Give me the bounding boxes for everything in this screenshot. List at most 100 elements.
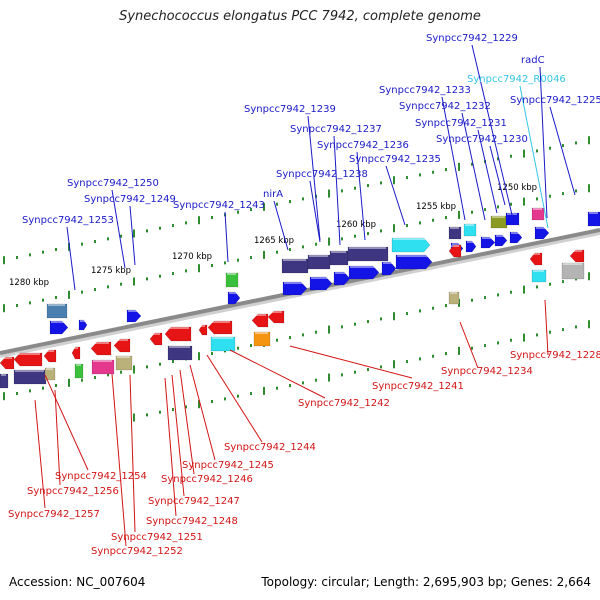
- gene-feature: [74, 363, 84, 379]
- tick-mark: [510, 290, 512, 294]
- tick-mark: [172, 408, 174, 412]
- tick-mark: [328, 237, 330, 246]
- tick-mark: [367, 368, 369, 372]
- gene-feature: [448, 291, 460, 305]
- tick-mark: [107, 237, 109, 241]
- gene-feature-shape: [251, 313, 269, 328]
- tick-mark: [250, 392, 252, 396]
- gene-feature-shape: [463, 223, 477, 237]
- gene-feature-shape: [531, 269, 547, 283]
- gene-feature: [115, 355, 133, 371]
- gene-feature: [78, 319, 88, 331]
- tick-mark: [432, 218, 434, 222]
- gene-feature-shape: [465, 240, 477, 253]
- gene-feature-shape: [115, 355, 133, 371]
- gene-feature-shape: [569, 249, 585, 263]
- tick-mark: [276, 386, 278, 390]
- label-leader: [519, 85, 549, 229]
- tick-mark: [445, 216, 447, 220]
- tick-mark: [172, 272, 174, 276]
- tick-mark: [315, 378, 317, 382]
- gene-label: Synpcc7942_1247: [148, 496, 240, 507]
- tick-mark: [29, 389, 31, 393]
- label-leader: [229, 349, 326, 399]
- gene-labels: Synpcc7942_1229radCSynpcc7942_R0046Synpc…: [8, 33, 600, 557]
- tick-mark: [354, 322, 356, 326]
- tick-mark: [419, 173, 421, 177]
- gene-feature-shape: [448, 244, 462, 258]
- gene-feature-shape: [529, 252, 543, 266]
- gene-feature: [347, 246, 389, 262]
- tick-mark: [81, 242, 83, 246]
- tick-mark: [328, 373, 330, 382]
- tick-mark: [146, 365, 148, 369]
- gene-feature: [529, 252, 543, 266]
- tick-mark: [133, 413, 135, 422]
- gene-feature-shape: [78, 319, 88, 331]
- gene-feature-shape: [0, 373, 9, 389]
- gene-feature: [281, 258, 309, 274]
- gene-label: Synpcc7942_1253: [22, 215, 114, 226]
- tick-mark: [523, 149, 525, 158]
- label-leader: [129, 374, 136, 533]
- gene-feature: [329, 250, 349, 266]
- gene-label: Synpcc7942_1239: [244, 104, 336, 115]
- gene-feature: [465, 240, 477, 253]
- label-leader: [44, 374, 89, 471]
- tick-mark: [120, 234, 122, 238]
- gene-feature-shape: [395, 254, 433, 270]
- tick-mark: [341, 325, 343, 329]
- gene-label: Synpcc7942_1229: [426, 33, 518, 44]
- tick-mark: [419, 221, 421, 225]
- gene-feature: [309, 276, 333, 291]
- gene-label: Synpcc7942_1237: [290, 124, 382, 135]
- scale-label: 1250 kbp: [497, 183, 537, 193]
- tick-mark: [471, 346, 473, 350]
- tick-mark: [393, 360, 395, 369]
- tick-mark: [211, 352, 213, 356]
- tick-mark: [497, 293, 499, 297]
- accession-text: Accession: NC_007604: [9, 575, 146, 589]
- tick-mark: [458, 210, 460, 219]
- tick-mark: [432, 170, 434, 174]
- gene-feature: [505, 212, 520, 226]
- tick-mark: [445, 304, 447, 308]
- gene-feature-shape: [281, 258, 309, 274]
- tick-mark: [250, 256, 252, 260]
- gene-feature: [164, 326, 192, 342]
- tick-mark: [302, 245, 304, 249]
- gene-feature-shape: [347, 246, 389, 262]
- gene-label: Synpcc7942_1225: [510, 95, 600, 106]
- gene-feature: [225, 272, 239, 288]
- tick-mark: [276, 250, 278, 254]
- tick-mark: [510, 338, 512, 342]
- gene-feature: [71, 346, 81, 360]
- gene-label: Synpcc7942_1252: [91, 546, 183, 557]
- tick-mark: [523, 333, 525, 342]
- gene-feature-shape: [43, 349, 57, 363]
- gene-feature-shape: [490, 215, 508, 229]
- tick-mark: [224, 261, 226, 265]
- gene-feature-shape: [333, 271, 351, 286]
- gene-feature-shape: [534, 226, 550, 240]
- gene-feature: [448, 244, 462, 258]
- gene-label: Synpcc7942_1249: [84, 194, 176, 205]
- tick-mark: [588, 136, 590, 145]
- tick-mark: [484, 208, 486, 212]
- gene-feature: [282, 281, 308, 296]
- label-leader: [179, 369, 195, 475]
- gene-feature-shape: [531, 207, 545, 221]
- gene-label: Synpcc7942_1245: [182, 460, 274, 471]
- tick-mark: [198, 352, 200, 361]
- tick-mark: [250, 208, 252, 212]
- tick-mark: [120, 282, 122, 286]
- label-leader: [307, 115, 321, 241]
- gene-feature: [480, 236, 496, 249]
- gene-feature-shape: [225, 272, 239, 288]
- tick-mark: [536, 285, 538, 289]
- gene-feature: [333, 271, 351, 286]
- gene-feature: [587, 211, 600, 227]
- tick-mark: [575, 189, 577, 193]
- tick-mark: [341, 189, 343, 193]
- gene-label: Synpcc7942_1234: [441, 366, 533, 377]
